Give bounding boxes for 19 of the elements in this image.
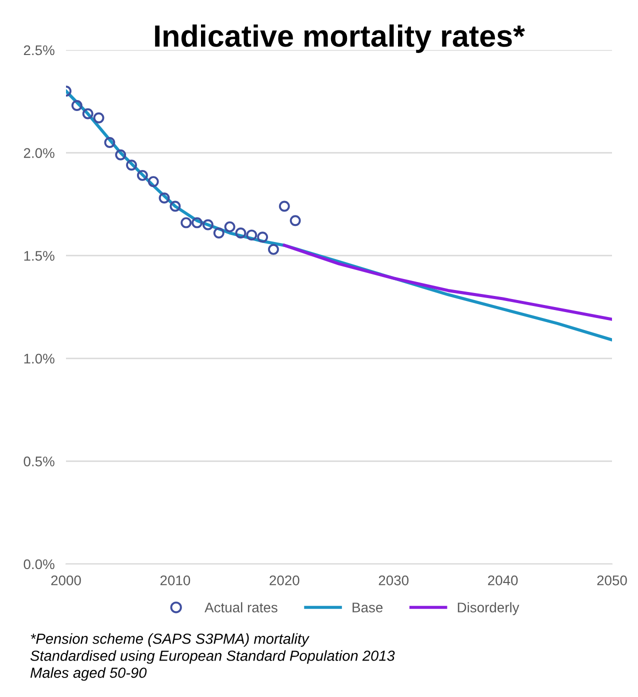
y-tick-label: 0.5% [24,456,54,466]
text: Standardised using European Standard Population 2013 [30,650,395,664]
x-tick-label: 2010 [160,575,190,586]
x-tick-label: 2040 [488,575,518,586]
y-tick-label: 2.0% [24,148,54,158]
legend-label: Base [352,602,383,612]
legend-label: Actual rates [204,602,278,612]
y-tick-label: 1.0% [24,354,54,364]
x-tick-label: 2000 [51,575,81,586]
y-tick-label: 0.0% [24,559,54,570]
y-tick-label: 1.5% [24,250,54,261]
legend-label: Disorderly [458,602,520,616]
x-tick-label: 2050 [597,575,627,586]
x-tick-label: 2020 [270,575,300,586]
text: Males aged 50-90 [30,667,147,681]
y-tick-label: 2.5% [24,45,54,56]
x-tick-label: 2030 [378,575,409,586]
chart-title: Indicative mortality rates* [155,24,525,53]
text: *Pension scheme (SAPS S3PMA) mortality [30,633,310,647]
